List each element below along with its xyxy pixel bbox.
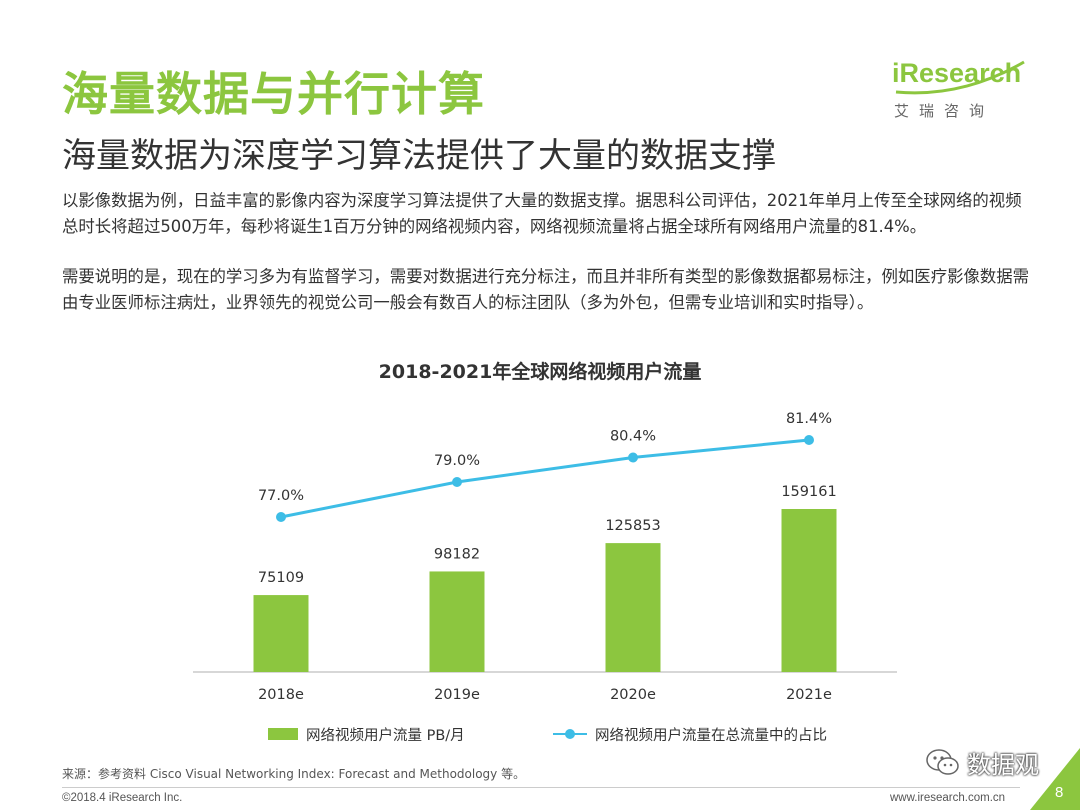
chart-title: 2018-2021年全球网络视频用户流量 [378,361,702,383]
page-corner-tab [1030,748,1080,810]
share-line [280,438,810,519]
bar-2019e [429,571,485,672]
bar-label-2021e: 159161 [781,484,836,500]
legend-bar-label: 网络视频用户流量 PB/月 [306,727,465,744]
bar-label-2020e: 125853 [605,518,660,534]
x-tick-2018e: 2018e [258,687,304,703]
page-title: 海量数据与并行计算 [62,67,485,121]
bar-2021e [781,509,837,672]
share-label-2018e: 77.0% [258,488,304,504]
legend-bar-swatch [268,728,298,740]
page-number: 8 [1055,784,1064,801]
bar-2018e [253,595,309,672]
legend-bar-series: 网络视频用户流量 PB/月 [268,724,465,744]
share-label-2020e: 80.4% [610,429,656,445]
body-paragraph-2: 需要说明的是，现在的学习多为有监督学习，需要对数据进行充分标注，而且并非所有类型… [62,267,1030,312]
wechat-icon [926,749,959,775]
share-point-2020e [628,452,638,463]
logo-chinese-name: 艾瑞咨询 [894,102,995,120]
bar-label-2018e: 75109 [258,570,304,586]
footer-divider [62,787,1020,788]
watermark-text: 数据观 [967,750,1039,779]
website-link[interactable]: www.iresearch.com.cn [890,792,1006,804]
x-tick-2019e: 2019e [434,687,480,703]
copyright: ©2018.4 iResearch Inc. [62,792,183,804]
page-subtitle: 海量数据为深度学习算法提供了大量的数据支撑 [62,136,776,176]
logo-swoosh-icon [895,60,1025,95]
bar-2020e [605,543,661,672]
watermark: 数据观 [925,740,1039,784]
source-note: 来源：参考资料 Cisco Visual Networking Index: F… [62,767,526,781]
body-paragraph-1: 以影像数据为例，日益丰富的影像内容为深度学习算法提供了大量的数据支撑。据思科公司… [62,191,1022,236]
share-label-2021e: 81.4% [786,411,832,427]
share-point-2018e [276,512,286,522]
logo-wordmark: iResearch [892,58,1022,88]
share-label-2019e: 79.0% [434,453,480,469]
share-point-2021e [804,435,814,445]
legend-line-label: 网络视频用户流量在总流量中的占比 [595,727,827,744]
legend-line-series: 网络视频用户流量在总流量中的占比 [553,724,827,744]
x-tick-2021e: 2021e [786,687,832,703]
x-tick-2020e: 2020e [610,687,656,703]
share-point-2019e [452,477,462,487]
iresearch-logo: iResearch 艾瑞咨询 [892,58,1032,128]
legend-line-swatch [553,728,587,740]
bar-label-2019e: 98182 [434,546,480,562]
